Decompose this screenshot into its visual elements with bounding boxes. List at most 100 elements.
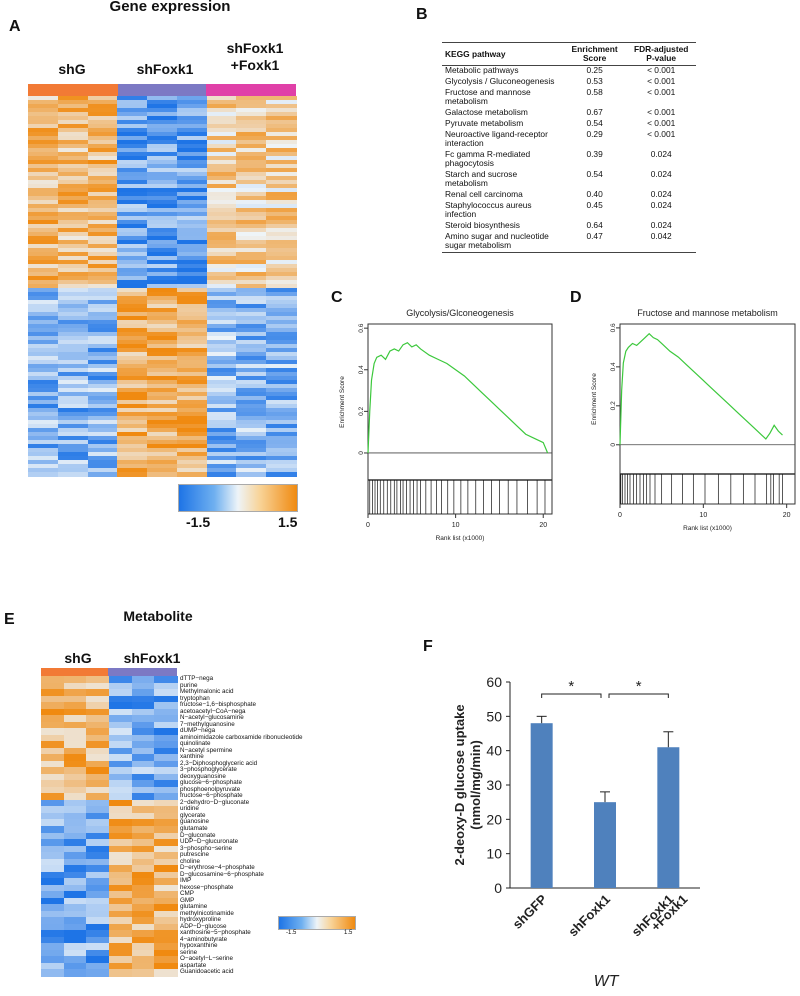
heatmap-cell bbox=[206, 336, 238, 341]
bar-y-tick-label: 30 bbox=[486, 777, 502, 793]
heatmap-cell bbox=[117, 448, 148, 453]
heatmap-cell bbox=[86, 780, 110, 788]
heatmap-cell bbox=[41, 949, 65, 958]
heatmap-cell bbox=[28, 108, 59, 113]
heatmap-cell bbox=[28, 340, 59, 345]
heatmap-cell bbox=[57, 232, 89, 237]
heatmap-cell bbox=[147, 240, 178, 245]
heatmap-cell bbox=[206, 208, 238, 213]
metabolite-label: N−acetyl−glucosamine bbox=[180, 714, 244, 722]
heatmap-cell bbox=[109, 832, 133, 840]
heatmap-cell bbox=[117, 396, 148, 401]
heatmap-cell bbox=[57, 236, 89, 241]
heatmap-cell bbox=[87, 124, 118, 129]
group-label-shfoxk1-rescue: shFoxk1 +Foxk1 bbox=[210, 40, 300, 74]
heatmap-cell bbox=[266, 332, 297, 337]
heatmap-cell bbox=[236, 100, 267, 105]
heatmap-cell bbox=[266, 108, 297, 113]
metabolite-label: dUMP−nega bbox=[180, 727, 216, 735]
heatmap-cell bbox=[87, 308, 118, 313]
heatmap-cell bbox=[117, 392, 148, 397]
heatmap-cell bbox=[87, 312, 118, 317]
heatmap-cell bbox=[28, 164, 59, 169]
heatmap-cell bbox=[87, 236, 118, 241]
heatmap-cell bbox=[236, 268, 267, 273]
heatmap-cell bbox=[87, 132, 118, 137]
heatmap-cell bbox=[131, 741, 155, 749]
heatmap-cell bbox=[41, 806, 65, 814]
heatmap-cell bbox=[236, 116, 267, 121]
heatmap-cell bbox=[176, 460, 208, 465]
heatmap-cell bbox=[206, 420, 238, 425]
metabolite-label: 7−methylguanosine bbox=[180, 720, 235, 728]
heatmap-cell bbox=[117, 264, 148, 269]
heatmap-cell bbox=[28, 472, 59, 477]
heatmap-cell bbox=[41, 741, 65, 749]
heatmap-cell bbox=[28, 460, 59, 465]
heatmap-cell bbox=[206, 260, 238, 265]
heatmap-cell bbox=[41, 786, 65, 794]
heatmap-cell bbox=[28, 420, 59, 425]
heatmap-cell bbox=[63, 910, 87, 918]
heatmap-cell bbox=[266, 196, 297, 201]
heatmap-cell bbox=[236, 376, 267, 381]
heatmap-cell bbox=[41, 682, 65, 690]
kegg-table-row: Pyruvate metabolism 0.54 < 0.001 bbox=[442, 119, 696, 130]
heatmap-cell bbox=[63, 956, 87, 964]
heatmap-cell bbox=[206, 168, 238, 173]
heatmap-cell bbox=[109, 878, 133, 886]
heatmap-cell bbox=[28, 456, 59, 461]
heatmap-cell bbox=[154, 936, 178, 944]
heatmap-cell bbox=[176, 408, 208, 413]
heatmap-cell bbox=[57, 96, 89, 101]
heatmap-cell bbox=[266, 420, 297, 425]
heatmap-cell bbox=[117, 316, 148, 321]
heatmap-cell bbox=[86, 754, 110, 762]
heatmap-cell bbox=[41, 865, 65, 873]
heatmap-cell bbox=[176, 100, 208, 105]
heatmap-cell bbox=[87, 452, 118, 457]
heatmap-cell bbox=[266, 156, 297, 161]
heatmap-cell bbox=[206, 144, 238, 149]
heatmap-cell bbox=[87, 424, 118, 429]
heatmap-cell bbox=[147, 220, 178, 225]
heatmap-cell bbox=[236, 316, 267, 321]
heatmap-cell bbox=[206, 384, 238, 389]
heatmap-cell bbox=[147, 120, 178, 125]
heatmap-cell bbox=[41, 734, 65, 742]
heatmap-cell bbox=[236, 408, 267, 413]
heatmap-cell bbox=[87, 324, 118, 329]
heatmap-cell bbox=[176, 196, 208, 201]
heatmap-cell bbox=[87, 376, 118, 381]
heatmap-cell bbox=[117, 368, 148, 373]
heatmap-cell bbox=[109, 969, 133, 977]
heatmap-cell bbox=[28, 200, 59, 205]
heatmap-cell bbox=[147, 308, 178, 313]
heatmap-cell bbox=[131, 806, 155, 814]
kegg-table-header: KEGG pathway Enrichment Score FDR-adjust… bbox=[442, 42, 696, 66]
heatmap-cell bbox=[63, 936, 87, 944]
heatmap-cell bbox=[236, 276, 267, 281]
heatmap-cell bbox=[117, 196, 148, 201]
heatmap-cell bbox=[176, 252, 208, 257]
heatmap-cell bbox=[86, 904, 110, 912]
heatmap-cell bbox=[131, 767, 155, 775]
heatmap-cell bbox=[266, 300, 297, 305]
gene-heatmap-color-legend bbox=[178, 484, 298, 512]
heatmap-cell bbox=[87, 188, 118, 193]
heatmap-cell bbox=[117, 356, 148, 361]
heatmap-cell bbox=[87, 280, 118, 285]
heatmap-cell bbox=[236, 336, 267, 341]
metabolite-group-bar-shg bbox=[41, 668, 108, 676]
kegg-score-cell: 0.40 bbox=[586, 189, 603, 199]
heatmap-cell bbox=[87, 228, 118, 233]
heatmap-cell bbox=[176, 188, 208, 193]
heatmap-cell bbox=[57, 412, 89, 417]
heatmap-cell bbox=[154, 715, 178, 723]
heatmap-cell bbox=[154, 682, 178, 690]
heatmap-cell bbox=[176, 300, 208, 305]
heatmap-cell bbox=[86, 969, 110, 977]
heatmap-cell bbox=[28, 132, 59, 137]
heatmap-cell bbox=[57, 260, 89, 265]
metabolite-label: guanosine bbox=[180, 818, 210, 826]
